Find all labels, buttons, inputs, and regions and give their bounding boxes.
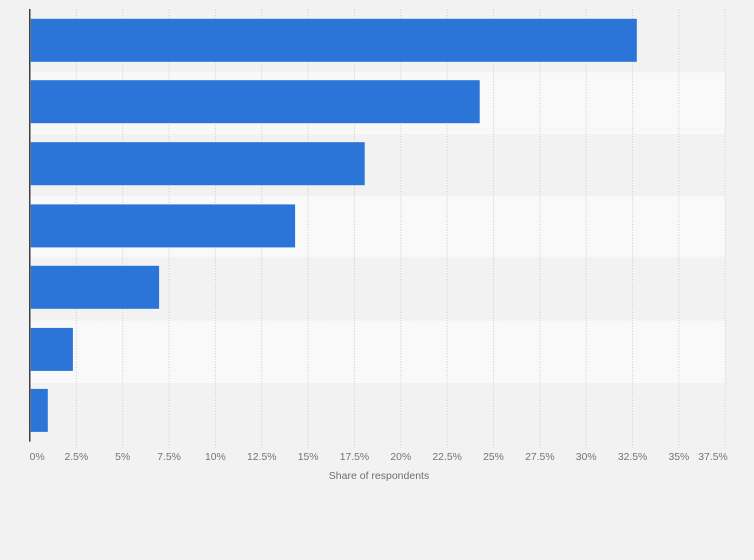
svg-text:2.5%: 2.5% (65, 452, 89, 463)
svg-text:10%: 10% (205, 452, 226, 463)
svg-text:15%: 15% (298, 452, 319, 463)
svg-text:27.5%: 27.5% (525, 452, 554, 463)
svg-text:17.5%: 17.5% (340, 452, 369, 463)
svg-text:12.5%: 12.5% (247, 452, 276, 463)
svg-text:20%: 20% (390, 452, 411, 463)
svg-text:37.5%: 37.5% (698, 452, 727, 463)
svg-text:5%: 5% (115, 452, 130, 463)
svg-text:35%: 35% (669, 452, 690, 463)
svg-text:Share of respondents: Share of respondents (329, 470, 429, 482)
svg-text:0%: 0% (30, 452, 45, 463)
svg-text:32.5%: 32.5% (618, 452, 647, 463)
svg-text:25%: 25% (483, 452, 504, 463)
svg-text:7.5%: 7.5% (157, 452, 181, 463)
svg-text:22.5%: 22.5% (432, 452, 461, 463)
svg-text:30%: 30% (576, 452, 597, 463)
